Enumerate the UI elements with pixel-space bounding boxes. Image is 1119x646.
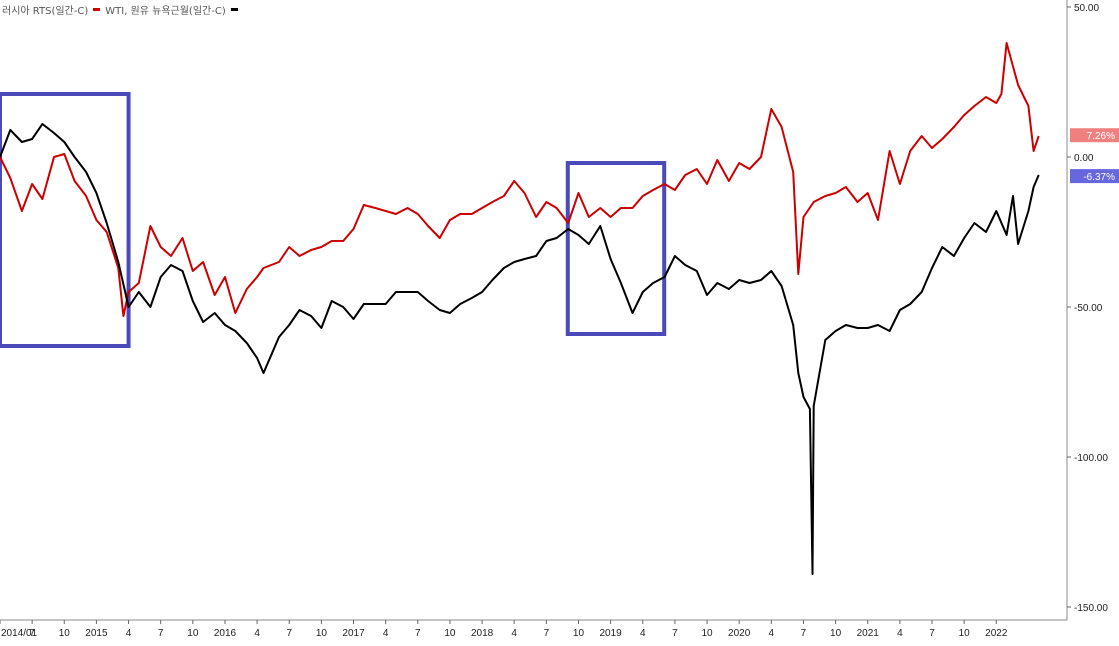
x-tick-label: 2019 [600, 628, 623, 639]
x-tick-label: 10 [701, 628, 713, 639]
x-tick-label: 7 [415, 628, 421, 639]
x-tick-label: 10 [959, 628, 971, 639]
legend-swatch-wti [230, 8, 238, 11]
x-tick-label: 4 [126, 628, 132, 639]
x-tick-label: 4 [640, 628, 646, 639]
last-value-badge-1 [1070, 128, 1119, 143]
x-tick-label: 2014/01 [1, 628, 38, 639]
x-tick-label: 10 [59, 628, 71, 639]
x-tick-label: 10 [444, 628, 456, 639]
legend-swatch-rts [93, 8, 101, 11]
y-tick-label: -50.00 [1074, 303, 1103, 314]
legend-label-wti: WTI, 원유 뉴욕근월(일간-C) [105, 6, 226, 17]
x-tick-label: 7 [801, 628, 807, 639]
y-tick-label: -100.00 [1074, 453, 1108, 464]
x-tick-label: 2022 [985, 628, 1008, 639]
x-tick-label: 10 [830, 628, 842, 639]
x-tick-label: 2015 [85, 628, 108, 639]
x-tick-label: 2020 [728, 628, 751, 639]
x-tick-label: 7 [544, 628, 550, 639]
x-tick-label: 4 [769, 628, 775, 639]
x-tick-label: 4 [383, 628, 389, 639]
legend-label-rts: 러시아 RTS(일간-C) [2, 6, 89, 17]
x-tick-label: 2018 [471, 628, 494, 639]
x-tick-label: 7 [29, 628, 35, 639]
x-tick-label: 7 [672, 628, 678, 639]
x-tick-label: 4 [897, 628, 903, 639]
chart-legend: 러시아 RTS(일간-C) WTI, 원유 뉴욕근월(일간-C) [2, 2, 241, 17]
x-tick-label: 7 [286, 628, 292, 639]
x-tick-label: 10 [573, 628, 585, 639]
y-tick-label: 50.00 [1074, 3, 1099, 14]
highlight-box-2 [565, 161, 667, 336]
x-tick-label: 2016 [214, 628, 237, 639]
x-tick-label: 2017 [342, 628, 365, 639]
last-value-badge-label: 7.26% [1087, 131, 1115, 142]
highlight-box-1 [0, 92, 131, 348]
last-value-badge-label: -6.37% [1083, 172, 1115, 183]
last-value-badge-2 [1070, 169, 1119, 184]
x-tick-label: 2021 [857, 628, 880, 639]
x-tick-label: 4 [254, 628, 260, 639]
x-tick-label: 10 [316, 628, 328, 639]
y-tick-label: 0.00 [1074, 153, 1094, 164]
series-line-rts [0, 42, 1040, 317]
series-line-wti [0, 123, 1040, 575]
x-tick-label: 7 [929, 628, 935, 639]
y-tick-label: -150.00 [1074, 603, 1108, 614]
x-tick-label: 10 [187, 628, 199, 639]
x-tick-label: 4 [511, 628, 517, 639]
x-tick-label: 7 [158, 628, 164, 639]
